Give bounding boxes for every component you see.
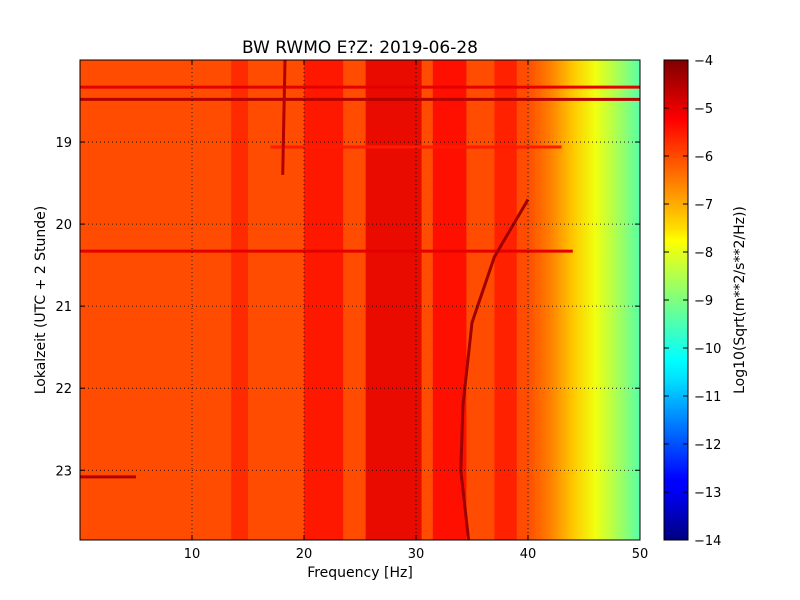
grid-lines bbox=[80, 60, 640, 540]
colorbar-tick-label: −6 bbox=[694, 150, 713, 165]
tremor-track bbox=[281, 60, 287, 175]
x-axis-ticks: 10 20 30 40 50 bbox=[184, 60, 649, 562]
colorbar-ticks: −4 −5 −6 −7 −8 −9 −10 −11 −12 −13 −14 bbox=[664, 54, 721, 549]
colorbar-tick-label: −8 bbox=[694, 246, 713, 261]
colorbar-tick-label: −13 bbox=[694, 486, 721, 501]
colorbar-tick-label: −9 bbox=[694, 294, 713, 309]
frequency-band bbox=[304, 60, 344, 540]
high-frequency-rolloff bbox=[528, 60, 640, 540]
colorbar-tick-label: −4 bbox=[694, 54, 713, 69]
colorbar-tick-label: −11 bbox=[694, 390, 721, 405]
y-tick-label: 20 bbox=[55, 218, 72, 233]
x-axis-label: Frequency [Hz] bbox=[307, 565, 413, 581]
plot-frame bbox=[79, 59, 641, 541]
y-axis-ticks: 19 20 21 22 23 bbox=[55, 136, 640, 479]
colorbar: −4 −5 −6 −7 −8 −9 −10 −11 −12 −13 −14 bbox=[663, 54, 721, 549]
horizontal-events bbox=[80, 85, 640, 479]
y-tick-label: 22 bbox=[55, 382, 72, 397]
plot-area bbox=[80, 60, 640, 540]
y-axis-label: Lokalzeit (UTC + 2 Stunde) bbox=[33, 206, 49, 395]
colorbar-tick-label: −10 bbox=[694, 342, 721, 357]
x-tick-label: 10 bbox=[184, 547, 201, 562]
y-tick-label: 21 bbox=[55, 300, 72, 315]
frequency-band bbox=[365, 60, 422, 540]
chart-title: BW RWMO E?Z: 2019-06-28 bbox=[242, 38, 478, 58]
y-tick-label: 23 bbox=[55, 464, 72, 479]
colorbar-tick-label: −5 bbox=[694, 102, 713, 117]
tremor-track bbox=[459, 198, 530, 540]
frequency-band bbox=[494, 60, 517, 540]
x-tick-label: 20 bbox=[296, 547, 313, 562]
colorbar-label: Log10(Sqrt(m**2/s**2/Hz)) bbox=[732, 206, 748, 394]
frequency-band bbox=[231, 60, 248, 540]
colorbar-tick-label: −7 bbox=[694, 198, 713, 213]
colorbar-tick-label: −12 bbox=[694, 438, 721, 453]
x-tick-label: 40 bbox=[520, 547, 537, 562]
y-tick-label: 19 bbox=[55, 136, 72, 151]
tremor-tracks bbox=[281, 60, 530, 540]
x-tick-label: 50 bbox=[632, 547, 649, 562]
x-tick-label: 30 bbox=[408, 547, 425, 562]
colorbar-tick-label: −14 bbox=[694, 534, 721, 549]
